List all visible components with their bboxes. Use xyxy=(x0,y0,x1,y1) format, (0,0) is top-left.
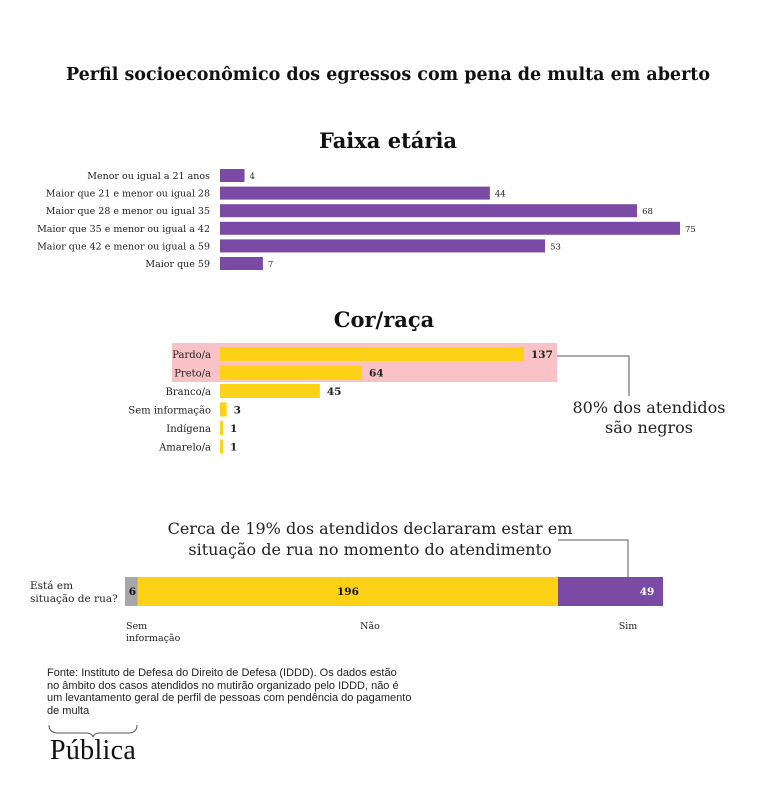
race-annotation-line1: 80% dos atendidos xyxy=(572,398,725,417)
age-value-label: 44 xyxy=(495,190,506,200)
race-bar xyxy=(220,347,524,361)
street-callout-line xyxy=(558,539,629,577)
age-bar xyxy=(220,221,680,235)
age-bar xyxy=(220,169,245,182)
race-bar xyxy=(220,365,363,380)
street-annotation-line2: situação de rua no momento do atendiment… xyxy=(188,540,551,559)
age-category-label: Maior que 21 e menor ou igual 28 xyxy=(46,189,210,200)
source-note: Fonte: Instituto de Defesa do Direito de… xyxy=(47,667,412,717)
race-category-label: Branco/a xyxy=(166,387,212,398)
street-category-label: informação xyxy=(126,633,181,644)
street-category-label: Sem xyxy=(126,621,147,632)
race-value-label: 1 xyxy=(230,423,237,435)
race-callout-line xyxy=(557,355,630,396)
age-value-label: 4 xyxy=(250,172,255,182)
age-bar xyxy=(220,204,638,218)
street-bar-segment xyxy=(557,577,663,606)
race-value-label: 1 xyxy=(230,442,237,454)
race-bar xyxy=(220,384,320,398)
street-category-label: Não xyxy=(360,621,380,632)
age-value-label: 53 xyxy=(550,242,561,252)
race-bar xyxy=(220,439,223,454)
age-value-label: 7 xyxy=(268,260,273,270)
race-chart-title: Cor/raça xyxy=(334,307,435,332)
race-bar xyxy=(220,402,227,417)
race-category-label: Amarelo/a xyxy=(158,443,211,454)
age-chart-title: Faixa etária xyxy=(319,128,457,153)
street-value-label: 196 xyxy=(337,586,359,598)
age-bar xyxy=(220,186,490,200)
street-category-label: Sim xyxy=(619,621,638,632)
street-row-label-line1: Está em xyxy=(30,580,73,592)
race-category-label: Sem informação xyxy=(128,406,211,417)
age-category-label: Menor ou igual a 21 anos xyxy=(87,171,210,182)
race-category-label: Preto/a xyxy=(174,369,211,380)
race-value-label: 137 xyxy=(531,349,553,361)
street-bar-segment xyxy=(137,577,558,606)
age-bar xyxy=(220,257,263,270)
age-category-label: Maior que 42 e menor ou igual a 59 xyxy=(37,241,210,252)
race-bar xyxy=(220,421,223,435)
age-bar xyxy=(220,239,546,253)
street-annotation-line1: Cerca de 19% dos atendidos declararam es… xyxy=(168,519,573,538)
age-category-label: Maior que 59 xyxy=(145,259,210,270)
street-bar-segment xyxy=(125,577,138,606)
race-value-label: 64 xyxy=(369,368,384,380)
age-category-label: Maior que 35 e menor ou igual a 42 xyxy=(37,224,210,235)
main-title: Perfil socioeconômico dos egressos com p… xyxy=(66,65,710,85)
race-annotation-line2: são negros xyxy=(605,418,693,437)
race-category-label: Indígena xyxy=(166,424,211,435)
age-value-label: 75 xyxy=(685,225,696,235)
age-category-label: Maior que 28 e menor ou igual 35 xyxy=(46,206,210,217)
street-row-label-line2: situação de rua? xyxy=(30,593,118,605)
publica-logo: Pública xyxy=(50,735,137,766)
race-value-label: 3 xyxy=(234,405,241,417)
age-value-label: 68 xyxy=(642,207,653,217)
race-value-label: 45 xyxy=(327,386,342,398)
logo-brace-icon xyxy=(48,724,138,738)
street-value-label: 6 xyxy=(129,586,136,598)
street-value-label: 49 xyxy=(640,586,655,598)
race-category-label: Pardo/a xyxy=(172,350,211,361)
